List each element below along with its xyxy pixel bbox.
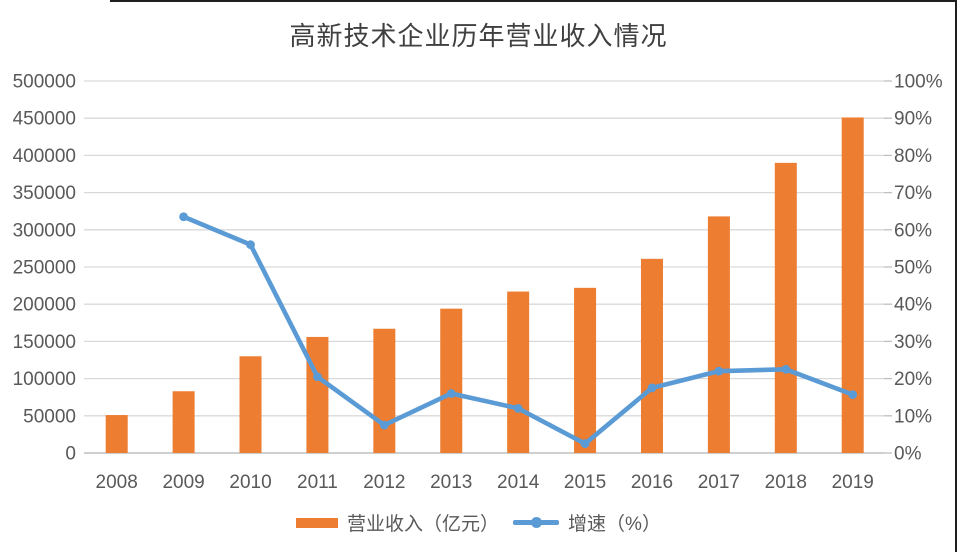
right-axis-tick-label: 90%	[894, 109, 932, 130]
revenue-bar-2015	[574, 287, 597, 453]
x-axis-category-label: 2013	[430, 472, 472, 493]
revenue-bar-2018	[774, 162, 797, 453]
left-axis-tick-label: 500000	[13, 72, 76, 93]
right-axis-tick-label: 70%	[894, 183, 932, 204]
growth-marker-2015	[580, 439, 590, 449]
left-axis-tick-label: 300000	[13, 220, 76, 241]
x-axis-category-label: 2014	[497, 472, 540, 493]
left-axis-tick-label: 250000	[13, 258, 76, 279]
growth-marker-2012	[379, 420, 389, 430]
growth-series-swatch	[513, 517, 560, 528]
growth-marker-2013	[446, 389, 456, 398]
x-axis-category-label: 2016	[631, 472, 673, 493]
screenshot-top-border	[110, 0, 957, 2]
x-axis-category-label: 2009	[162, 472, 204, 493]
revenue-bar-2012	[373, 328, 396, 453]
chart-legend: 营业收入（亿元） 增速（%）	[0, 509, 957, 536]
growth-marker-2010	[246, 240, 255, 250]
left-axis-tick-label: 350000	[13, 183, 76, 204]
x-axis-category-label: 2012	[363, 472, 405, 493]
growth-marker-2011	[313, 372, 322, 382]
revenue-bar-2019	[841, 117, 864, 454]
revenue-bar-2017	[707, 216, 730, 453]
left-axis-tick-label: 50000	[23, 406, 76, 427]
revenue-bar-2008	[105, 415, 128, 453]
left-axis-tick-label: 100000	[13, 369, 76, 390]
growth-marker-2019	[848, 390, 858, 399]
revenue-bar-2009	[172, 391, 195, 453]
right-axis-tick-label: 50%	[894, 258, 932, 279]
revenue-bar-2013	[440, 308, 463, 453]
legend-growth-label: 增速（%）	[568, 514, 661, 535]
x-axis-category-label: 2018	[765, 472, 807, 493]
revenue-series-swatch	[296, 517, 339, 528]
x-axis-category-label: 2011	[297, 472, 338, 493]
right-axis-tick-label: 40%	[894, 295, 932, 316]
legend-revenue-label: 营业收入（亿元）	[347, 514, 500, 535]
growth-marker-2018	[781, 364, 791, 374]
left-axis-tick-label: 200000	[13, 295, 76, 316]
revenue-bar-2014	[507, 291, 530, 453]
x-axis-category-label: 2019	[832, 472, 874, 493]
growth-marker-2016	[647, 383, 657, 393]
growth-marker-2009	[179, 212, 189, 222]
growth-marker-2014	[513, 403, 523, 413]
right-axis-tick-label: 0%	[894, 444, 922, 465]
right-axis-tick-label: 80%	[894, 146, 932, 167]
right-axis-tick-label: 100%	[894, 72, 943, 93]
revenue-bar-2010	[239, 356, 262, 453]
left-axis-tick-label: 400000	[13, 146, 76, 167]
left-axis-tick-label: 450000	[13, 109, 76, 130]
right-axis-tick-label: 60%	[894, 220, 932, 241]
x-axis-category-label: 2015	[564, 472, 606, 493]
x-axis-category-label: 2010	[229, 472, 271, 493]
x-axis-category-label: 2017	[698, 472, 740, 493]
revenue-bar-2016	[640, 258, 663, 453]
screenshot-right-border	[955, 0, 957, 552]
right-axis-tick-label: 10%	[894, 406, 932, 427]
revenue-bar-2011	[306, 336, 329, 453]
legend-item-revenue: 营业收入（亿元）	[296, 509, 499, 536]
growth-marker-2017	[714, 366, 724, 376]
left-axis-tick-label: 0	[65, 444, 76, 465]
chart-title: 高新技术企业历年营业收入情况	[289, 22, 668, 51]
left-axis-tick-label: 150000	[13, 332, 76, 353]
right-axis-tick-label: 20%	[894, 369, 932, 390]
right-axis-tick-label: 30%	[894, 332, 932, 353]
legend-item-growth: 增速（%）	[513, 509, 661, 536]
x-axis-category-label: 2008	[96, 472, 138, 493]
growth-marker-icon	[531, 517, 543, 528]
